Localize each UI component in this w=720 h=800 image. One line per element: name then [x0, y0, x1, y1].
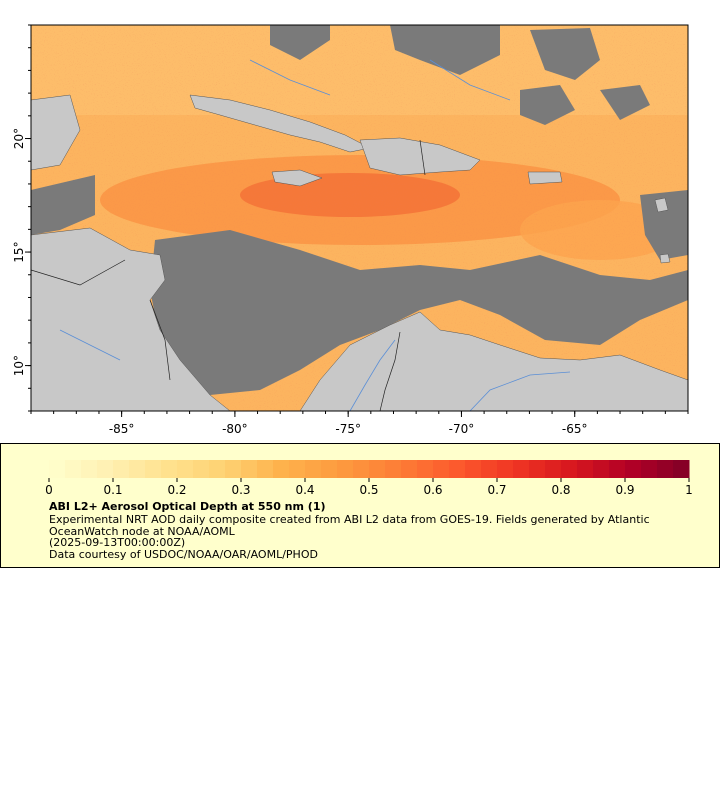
colorbar-cell	[513, 460, 530, 478]
colorbar-tick-label: 0.7	[487, 483, 506, 497]
colorbar-tick-label: 0.1	[103, 483, 122, 497]
colorbar-cell	[385, 460, 402, 478]
colorbar-cell	[673, 460, 690, 478]
colorbar-tick-label: 0.6	[423, 483, 442, 497]
longitude-tick-label: -80°	[222, 422, 248, 436]
colorbar-cell	[305, 460, 322, 478]
latitude-axis: 10° 15° 20°	[12, 24, 31, 412]
map-frame	[30, 24, 689, 412]
colorbar-tick-label: 0.2	[167, 483, 186, 497]
colorbar-cell	[113, 460, 130, 478]
colorbar-cell	[289, 460, 306, 478]
colorbar-cell	[97, 460, 114, 478]
land-south-america	[299, 311, 688, 411]
longitude-axis: -85° -80° -75° -70° -65°	[30, 411, 689, 436]
colorbar: 0 0.1 0.2 0.3 0.4 0.5 0.6 0.7 0.8 0.9 1	[45, 460, 693, 497]
colorbar-cell	[145, 460, 162, 478]
rivers	[59, 59, 571, 411]
colorbar-cell	[321, 460, 338, 478]
land-central-america	[31, 227, 231, 411]
colorbar-tick-label: 0.8	[551, 483, 570, 497]
colorbar-ticks: 0 0.1 0.2 0.3 0.4 0.5 0.6 0.7 0.8 0.9 1	[45, 478, 693, 497]
legend-description: Experimental NRT AOD daily composite cre…	[49, 513, 650, 538]
colorbar-cell	[193, 460, 210, 478]
colorbar-cell	[241, 460, 258, 478]
colorbar-cell	[353, 460, 370, 478]
colorbar-cell	[529, 460, 546, 478]
colorbar-cell	[433, 460, 450, 478]
colorbar-cell	[225, 460, 242, 478]
longitude-tick-label: -65°	[562, 422, 588, 436]
latitude-tick-label: 20°	[12, 128, 26, 149]
land-hispaniola	[359, 137, 481, 176]
map-panel: -85° -80° -75° -70° -65° 10° 15° 20°	[12, 24, 689, 436]
colorbar-cell	[561, 460, 578, 478]
colorbar-tick-label: 0	[45, 483, 53, 497]
colorbar-tick-label: 1	[685, 483, 693, 497]
colorbar-cell	[401, 460, 418, 478]
colorbar-tick-label: 0.9	[615, 483, 634, 497]
land-jamaica	[271, 169, 323, 187]
aod-map: -85° -80° -75° -70° -65° 10° 15° 20°	[12, 24, 689, 436]
colorbar-cell	[337, 460, 354, 478]
legend-credit: Data courtesy of USDOC/NOAA/OAR/AOML/PHO…	[49, 548, 318, 561]
colorbar-cell	[609, 460, 626, 478]
colorbar-cell	[497, 460, 514, 478]
land-cuba	[189, 94, 371, 153]
land-yucatan	[31, 94, 81, 171]
borders	[31, 139, 426, 411]
land-antilles	[654, 197, 669, 213]
colorbar-cell	[177, 460, 194, 478]
legend-date: (2025-09-13T00:00:00Z)	[49, 536, 186, 549]
colorbar-tick-label: 0.3	[231, 483, 250, 497]
colorbar-tick-label: 0.5	[359, 483, 378, 497]
land-puerto-rico	[527, 171, 563, 185]
colorbar-cell	[65, 460, 82, 478]
colorbar-cell	[273, 460, 290, 478]
colorbar-cell	[369, 460, 386, 478]
colorbar-cell	[257, 460, 274, 478]
colorbar-cell	[465, 460, 482, 478]
colorbar-cell	[449, 460, 466, 478]
colorbar-cell	[657, 460, 674, 478]
colorbar-cell	[593, 460, 610, 478]
longitude-tick-label: -70°	[449, 422, 475, 436]
colorbar-cell	[81, 460, 98, 478]
latitude-tick-label: 10°	[12, 355, 26, 376]
longitude-tick-label: -75°	[335, 422, 361, 436]
colorbar-cell	[209, 460, 226, 478]
colorbar-cell	[161, 460, 178, 478]
colorbar-cell	[545, 460, 562, 478]
colorbar-cell	[129, 460, 146, 478]
colorbar-cell	[417, 460, 434, 478]
longitude-tick-label: -85°	[109, 422, 135, 436]
legend-title: ABI L2+ Aerosol Optical Depth at 550 nm …	[49, 500, 326, 513]
colorbar-cell	[481, 460, 498, 478]
colorbar-cell	[641, 460, 658, 478]
legend-panel: 0 0.1 0.2 0.3 0.4 0.5 0.6 0.7 0.8 0.9 1 ABI L2+ Ae…	[0, 443, 720, 568]
colorbar-cell	[577, 460, 594, 478]
land-masses	[31, 94, 688, 411]
latitude-tick-label: 15°	[12, 241, 26, 262]
colorbar-cell	[625, 460, 642, 478]
colorbar-tick-label: 0.4	[295, 483, 314, 497]
colorbar-cell	[49, 460, 66, 478]
colorbar-cells	[49, 460, 690, 478]
